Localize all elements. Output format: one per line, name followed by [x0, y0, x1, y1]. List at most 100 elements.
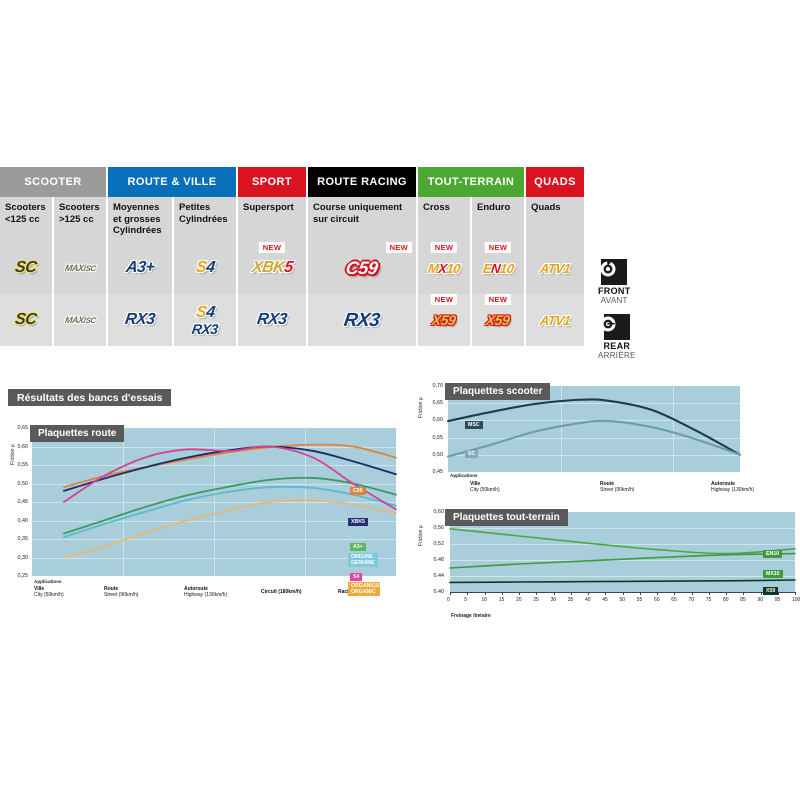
series-label-a3plus: A3+ — [350, 543, 366, 551]
pad-logo-mx10: MX10 — [426, 260, 462, 276]
y-tick-label: 0,30 — [17, 554, 29, 561]
new-badge: NEW — [430, 242, 458, 253]
x-axis-label-tout-terrain: Freinage linéaire — [451, 613, 491, 619]
front-brake-disc-icon — [600, 259, 628, 285]
y-tick-label: 0,25 — [17, 573, 29, 579]
x-axis-tick — [708, 592, 710, 595]
pad-logo-a3plus: A3+ — [124, 259, 156, 276]
rear-label-fr: ARRIÈRE — [598, 351, 636, 360]
pad-logo-c59: C59 — [344, 258, 380, 278]
pad-logo-sc: SC — [14, 259, 38, 276]
new-badge: NEW — [484, 294, 512, 305]
cell-front-moyennes[interactable]: A3+ — [108, 242, 174, 294]
category-header-quads: QUADS — [526, 167, 586, 197]
subheader-scooters-under-125: Scooters <125 cc — [0, 197, 54, 242]
plot-area-scooter — [446, 386, 742, 472]
cell-front-scooter-under125[interactable]: SC — [0, 242, 54, 294]
table-subheader-row: Scooters <125 cc Scooters >125 cc Moyenn… — [0, 197, 650, 242]
x-tick-label: 20 — [516, 597, 522, 603]
x-tick-label: 25 — [533, 597, 539, 603]
x-axis-tick — [674, 592, 676, 595]
pad-logo-x59: X59 — [431, 312, 457, 328]
x-axis-tick — [588, 592, 589, 595]
series-label-x59: X59 — [763, 587, 779, 595]
cell-front-course[interactable]: NEW C59 — [308, 242, 418, 294]
series-label-xbk5: XBK5 — [348, 518, 368, 526]
x-axis-tick — [760, 592, 762, 595]
x-tick-label: Circuit (180km/h) — [261, 589, 302, 595]
y-tick-label: 0,40 — [17, 517, 29, 524]
category-header-scooter: SCOOTER — [0, 167, 108, 197]
y-tick-label: 0,48 — [433, 557, 445, 563]
cell-rear-petites[interactable]: S4 RX3 — [174, 294, 238, 346]
pad-logo-sc: SC — [14, 311, 38, 328]
new-badge: NEW — [484, 242, 512, 253]
product-range-table: SCOOTER ROUTE & VILLE SPORT ROUTE RACING… — [0, 167, 650, 346]
x-axis-tick — [536, 592, 538, 595]
series-label-en10: EN10 — [763, 550, 782, 558]
subheader-quads: Quads — [526, 197, 586, 242]
y-tick-label: 0,50 — [432, 451, 444, 458]
x-axis-tick — [484, 592, 486, 595]
subheader-spacer — [586, 197, 650, 242]
category-header-sport: SPORT — [238, 167, 308, 197]
cell-rear-scooter-over125[interactable]: MAXISC — [54, 294, 108, 346]
x-tick-label: 75 — [705, 597, 712, 603]
pad-logo-en10: EN10 — [481, 260, 515, 276]
cell-rear-enduro[interactable]: NEW X59 — [472, 294, 526, 346]
x-axis-tick — [657, 592, 658, 595]
chart-title-tout-terrain: Plaquettes tout-terrain — [445, 509, 568, 526]
series-label-msc: MSC — [465, 421, 483, 429]
x-axis-label-route: Applications — [34, 579, 62, 584]
new-badge: NEW — [430, 294, 458, 305]
cell-front-petites[interactable]: S4 — [174, 242, 238, 294]
x-tick-label: 45 — [602, 597, 608, 603]
series-label-c59: C59 — [350, 487, 366, 495]
x-axis-tick — [777, 592, 779, 595]
x-tick-label: 40 — [585, 597, 591, 603]
y-tick-label: 0,55 — [432, 434, 444, 441]
cell-rear-cross[interactable]: NEW X59 — [418, 294, 472, 346]
x-tick-label: 85 — [740, 597, 746, 603]
cell-rear-course[interactable]: RX3 — [308, 294, 418, 346]
cell-rear-moyennes[interactable]: RX3 — [108, 294, 174, 346]
table-front-row: SC MAXISC A3+ S4 NEW XBK5 NEW C59 NEW MX… — [0, 242, 650, 294]
x-axis-tick — [795, 592, 796, 595]
x-tick-label: Autoroute Highway (130km/h) — [711, 481, 755, 493]
chart-lines-route — [63, 443, 397, 559]
x-axis-tick — [691, 592, 693, 595]
cell-front-supersport[interactable]: NEW XBK5 — [238, 242, 308, 294]
cell-rear-quads[interactable]: ATV1 — [526, 294, 586, 346]
chart-title-route: Plaquettes route — [30, 425, 125, 442]
category-header-route-ville: ROUTE & VILLE — [108, 167, 238, 197]
chart-lines-tout-terrain — [449, 528, 796, 584]
results-banner: Résultats des bancs d'essais — [8, 389, 172, 406]
y-tick-label: 0,60 — [433, 509, 445, 515]
front-label-fr: AVANT — [600, 296, 628, 305]
cell-rear-scooter-under125[interactable]: SC — [0, 294, 54, 346]
x-tick-label: 70 — [688, 597, 695, 603]
new-badge: NEW — [258, 242, 286, 253]
pad-logo-atv1: ATV1 — [538, 312, 572, 328]
y-tick-label: 0,44 — [433, 573, 445, 579]
y-tick-label: 0,40 — [433, 589, 445, 595]
x-tick-label: 90 — [757, 597, 764, 603]
cell-rear-supersport[interactable]: RX3 — [238, 294, 308, 346]
y-axis-label-scooter: Friction µ — [418, 397, 424, 418]
cell-front-quads[interactable]: ATV1 — [526, 242, 586, 294]
pad-logo-rx3: RX3 — [191, 320, 219, 337]
subheader-enduro: Enduro — [472, 197, 526, 242]
y-tick-label: 0,60 — [432, 417, 444, 424]
pad-logo-x59: X59 — [485, 312, 511, 328]
cell-front-cross[interactable]: NEW MX10 — [418, 242, 472, 294]
chart-title-scooter: Plaquettes scooter — [445, 383, 551, 400]
x-axis-tick — [622, 592, 624, 595]
x-tick-label: 95 — [774, 597, 781, 603]
subheader-moyennes-grosses: Moyennes et grosses Cylindrées — [108, 197, 174, 242]
x-axis-tick — [605, 592, 607, 595]
rear-legend: REAR ARRIÈRE — [598, 314, 636, 360]
cell-front-enduro[interactable]: NEW EN10 — [472, 242, 526, 294]
cell-front-scooter-over125[interactable]: MAXISC — [54, 242, 108, 294]
series-label-origine-genuine: ORIGINE GENUINE — [348, 553, 378, 567]
front-legend: FRONT AVANT — [598, 259, 631, 305]
